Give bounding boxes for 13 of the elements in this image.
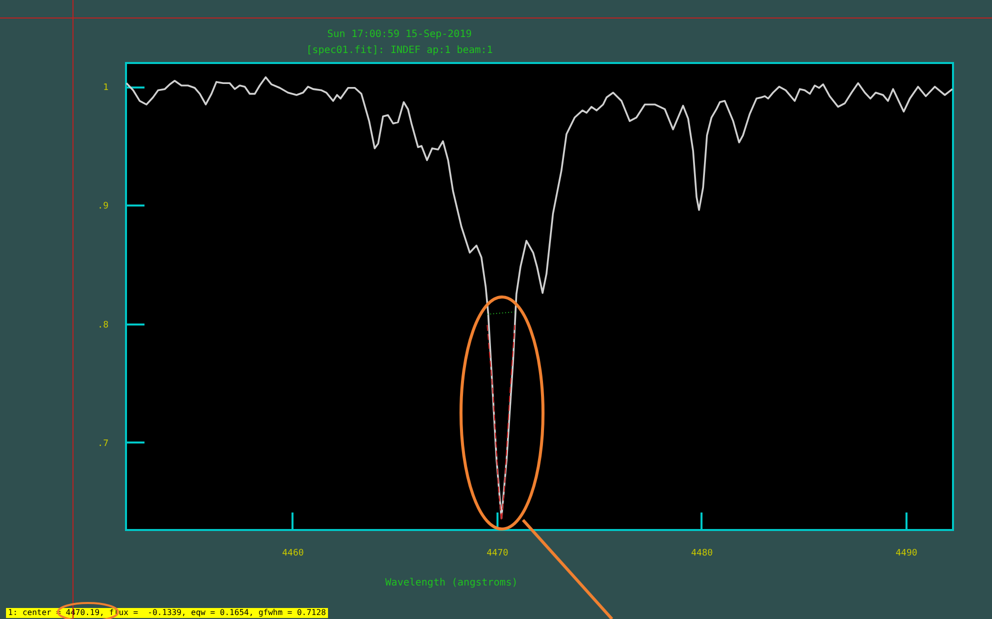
line-series (486, 324, 516, 522)
y-tick-label: 1 (103, 83, 108, 94)
chart-title: Sun 17:00:59 15-Sep-2019 (327, 29, 472, 40)
x-tick-label: 4490 (896, 548, 918, 558)
line-series (126, 76, 953, 520)
y-tick-label: .7 (98, 438, 108, 449)
x-tick-label: 4480 (691, 548, 713, 558)
y-tick-label: .9 (98, 202, 108, 212)
x-axis-title: Wavelength (angstroms) (385, 578, 518, 588)
x-tick-label: 4470 (486, 548, 508, 558)
x-tick-label: 4460 (282, 548, 304, 558)
chart-subtitle: [spec01.fit]: INDEF ap:1 beam:1 (306, 45, 493, 56)
y-tick-label: .8 (98, 320, 108, 330)
